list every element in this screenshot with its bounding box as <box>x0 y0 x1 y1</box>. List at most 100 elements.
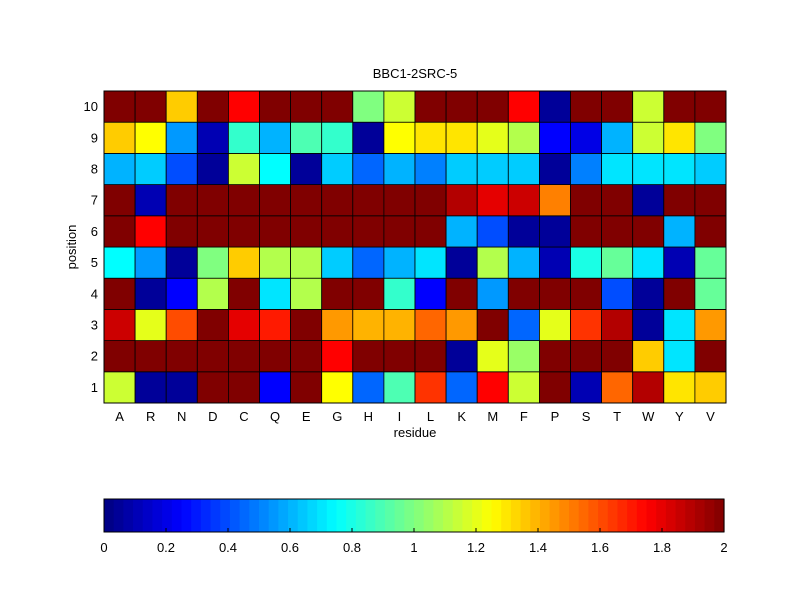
heatmap-cell <box>570 121 603 154</box>
y-tick-label: 7 <box>91 193 98 208</box>
heatmap-cell <box>290 246 323 279</box>
heatmap-cell <box>539 371 571 404</box>
colorbar-swatch <box>375 499 386 532</box>
heatmap-cell <box>539 152 571 185</box>
heatmap-cell <box>227 152 260 185</box>
colorbar-swatch <box>462 499 473 532</box>
heatmap-cell <box>694 308 727 341</box>
colorbar-swatch <box>229 499 241 532</box>
heatmap-cell <box>290 184 323 217</box>
colorbar-swatch <box>607 499 619 532</box>
heatmap-cell <box>383 152 416 185</box>
heatmap-cell <box>134 308 167 341</box>
colorbar-swatch <box>239 499 250 532</box>
heatmap-cell <box>476 184 509 217</box>
heatmap-cell <box>445 152 478 185</box>
colorbar-swatch <box>627 499 638 532</box>
colorbar-swatch <box>268 499 279 532</box>
heatmap-cell <box>694 90 727 123</box>
heatmap-cell <box>632 246 665 279</box>
colorbar-swatch <box>278 499 289 532</box>
colorbar-swatch <box>249 499 260 532</box>
colorbar-swatch <box>297 499 309 532</box>
heatmap-cell <box>414 246 447 279</box>
colorbar-tick-label: 0.4 <box>219 540 237 555</box>
heatmap-cell <box>476 308 509 341</box>
x-tick-label: I <box>398 409 402 424</box>
y-tick-label: 6 <box>91 224 98 239</box>
colorbar-swatch <box>220 499 231 532</box>
heatmap-cell <box>227 371 260 404</box>
heatmap-cell <box>134 152 167 185</box>
colorbar-swatch <box>491 499 502 532</box>
heatmap-cell <box>321 121 354 154</box>
heatmap-cell <box>539 184 571 217</box>
heatmap-cell <box>259 371 292 404</box>
heatmap-cell <box>632 121 665 154</box>
heatmap-cell <box>227 184 260 217</box>
heatmap-cell <box>165 308 198 341</box>
heatmap-cell <box>134 215 167 248</box>
heatmap-cell <box>507 308 540 341</box>
colorbar-swatch <box>452 499 464 532</box>
colorbar-swatch <box>423 499 434 532</box>
x-tick-label: H <box>364 409 373 424</box>
heatmap-cell <box>321 371 354 404</box>
heatmap-cell <box>321 152 354 185</box>
heatmap-cell <box>196 246 229 279</box>
colorbar-swatch <box>685 499 696 532</box>
colorbar-tick-label: 1.4 <box>529 540 547 555</box>
colorbar-swatch <box>326 499 338 532</box>
colorbar-tick-label: 1 <box>410 540 417 555</box>
heatmap-cell <box>601 340 634 373</box>
colorbar-swatch <box>288 499 299 532</box>
heatmap-cell <box>383 277 416 310</box>
heatmap-cell <box>290 308 323 341</box>
colorbar-swatch <box>346 499 357 532</box>
x-tick-label: E <box>302 409 311 424</box>
heatmap-cell <box>352 152 385 185</box>
colorbar-swatch <box>501 499 512 532</box>
colorbar-swatch <box>578 499 589 532</box>
colorbar-swatch <box>394 499 405 532</box>
heatmap-cell <box>259 184 292 217</box>
heatmap-cell <box>445 121 478 154</box>
heatmap-cell <box>103 152 136 185</box>
heatmap-cell <box>383 215 416 248</box>
heatmap-cell <box>383 121 416 154</box>
heatmap-cell <box>290 340 323 373</box>
heatmap-cell <box>227 308 260 341</box>
heatmap-cell <box>476 152 509 185</box>
heatmap-cell <box>414 277 447 310</box>
heatmap-cell <box>539 246 571 279</box>
heatmap-cell <box>321 340 354 373</box>
heatmap-cell <box>259 90 292 123</box>
heatmap-cell <box>445 215 478 248</box>
heatmap-cell <box>103 340 136 373</box>
heatmap-cell <box>414 121 447 154</box>
y-tick-label: 9 <box>91 130 98 145</box>
heatmap-cell <box>414 90 447 123</box>
heatmap-cell <box>414 184 447 217</box>
heatmap-cell <box>476 215 509 248</box>
heatmap-cell <box>570 308 603 341</box>
heatmap-cell <box>476 340 509 373</box>
heatmap-cell <box>165 152 198 185</box>
heatmap-cell <box>414 308 447 341</box>
heatmap-cell <box>539 121 571 154</box>
heatmap-cell <box>165 184 198 217</box>
colorbar-swatch <box>559 499 570 532</box>
heatmap-cell <box>259 215 292 248</box>
heatmap-cell <box>103 121 136 154</box>
y-tick-label: 2 <box>91 349 98 364</box>
colorbar-tick-label: 0.6 <box>281 540 299 555</box>
chart-title: BBC1-2SRC-5 <box>373 66 458 81</box>
heatmap-cell <box>694 277 727 310</box>
colorbar-swatch <box>152 499 163 532</box>
heatmap-cell <box>694 246 727 279</box>
heatmap-cell <box>134 277 167 310</box>
heatmap-cell <box>103 371 136 404</box>
y-tick-label: 3 <box>91 318 98 333</box>
